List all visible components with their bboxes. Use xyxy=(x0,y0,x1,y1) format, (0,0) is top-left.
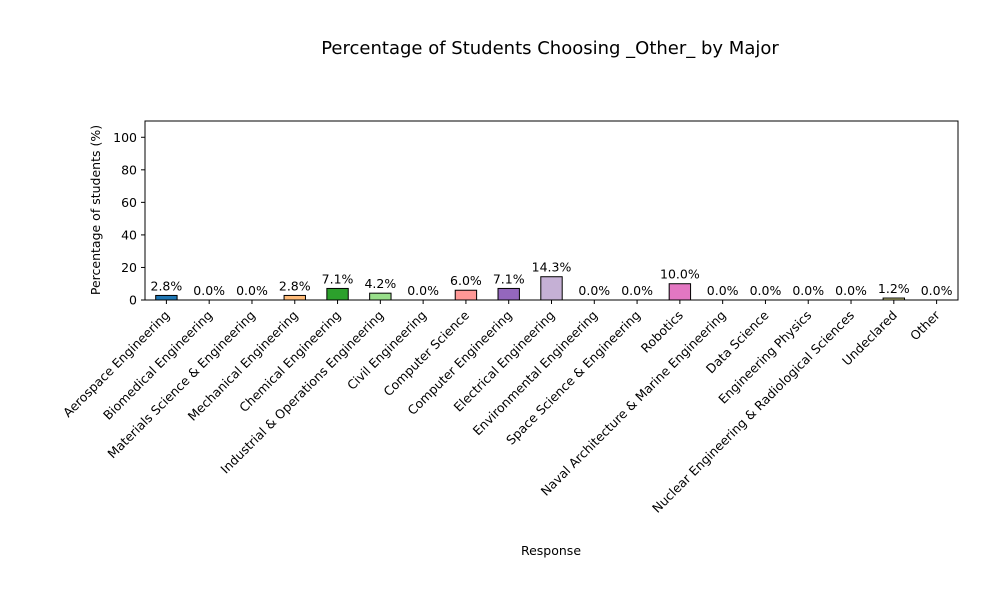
bar-value-label: 2.8% xyxy=(151,278,183,293)
y-tick-label: 20 xyxy=(121,260,137,275)
y-axis: 0 20 40 60 80 100 xyxy=(113,130,145,308)
bar-value-label: 4.2% xyxy=(364,276,396,291)
bar xyxy=(454,289,478,301)
y-tick-label: 80 xyxy=(121,162,137,177)
bar-value-label: 0.0% xyxy=(835,283,867,298)
bar xyxy=(369,292,392,301)
x-tick-label: Civil Engineering xyxy=(344,308,429,393)
bar-value-label: 0.0% xyxy=(236,283,268,298)
bar-value-label: 0.0% xyxy=(578,283,610,298)
bar xyxy=(497,287,520,301)
y-tick-label: 100 xyxy=(113,130,137,145)
bar-value-label: 1.2% xyxy=(878,281,910,296)
y-tick-label: 0 xyxy=(129,293,137,308)
bar-value-label: 7.1% xyxy=(493,271,525,286)
x-tick-label: Other xyxy=(907,307,943,343)
bar-value-label: 0.0% xyxy=(750,283,782,298)
value-labels-layer: 2.8% 0.0% 0.0% 2.8% 7.1% 4.2% 0.0% 6.0% 7.1% 14.3… xyxy=(151,260,953,298)
bar xyxy=(155,294,178,301)
bar-value-label: 7.1% xyxy=(322,271,354,286)
bar-value-label: 10.0% xyxy=(660,267,700,282)
bar-value-label: 14.3% xyxy=(532,260,572,275)
bar-value-label: 0.0% xyxy=(707,283,739,298)
bar xyxy=(540,276,563,301)
bar-value-label: 0.0% xyxy=(193,283,225,298)
bars-layer xyxy=(155,276,906,301)
bar xyxy=(668,283,692,301)
bar xyxy=(283,294,306,301)
bar-value-label: 0.0% xyxy=(407,283,439,298)
chart-title: Percentage of Students Choosing _Other_ … xyxy=(321,38,779,59)
bar-value-label: 0.0% xyxy=(792,283,824,298)
y-axis-label: Percentage of students (%) xyxy=(88,125,103,295)
bar-value-label: 0.0% xyxy=(921,283,953,298)
bar-value-label: 0.0% xyxy=(621,283,653,298)
x-tick-label: Nuclear Engineering & Radiological Scien… xyxy=(649,308,857,516)
y-tick-label: 60 xyxy=(121,195,137,210)
bar-value-label: 2.8% xyxy=(279,278,311,293)
x-axis-label: Response xyxy=(521,543,581,558)
bar-value-label: 6.0% xyxy=(450,273,482,288)
y-tick-label: 40 xyxy=(121,227,137,242)
bar xyxy=(326,287,349,301)
